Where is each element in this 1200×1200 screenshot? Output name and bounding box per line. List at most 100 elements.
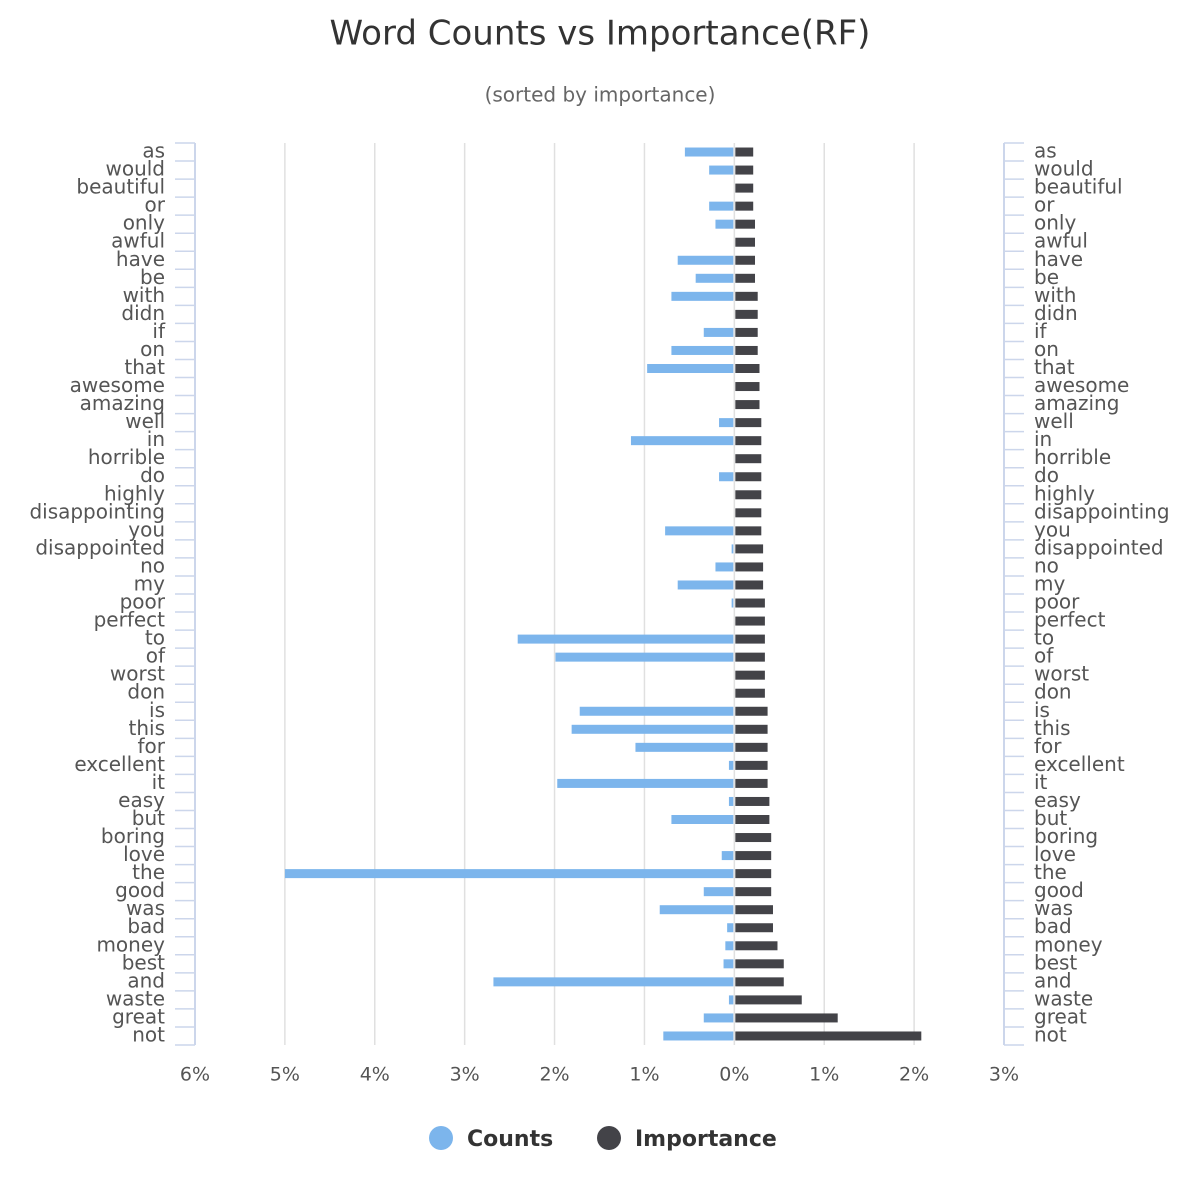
category-label: no bbox=[1034, 553, 1059, 577]
x-tick-label: 1% bbox=[809, 1064, 839, 1086]
category-label: disappointing bbox=[1034, 499, 1170, 523]
category-label: easy bbox=[1034, 788, 1081, 812]
bar bbox=[709, 165, 734, 175]
bar bbox=[735, 580, 764, 590]
category-label: or bbox=[145, 193, 166, 217]
bar bbox=[557, 778, 734, 788]
category-label: well bbox=[1034, 409, 1074, 433]
category-label: awesome bbox=[70, 373, 165, 397]
category-label: not bbox=[1034, 1022, 1067, 1046]
bar bbox=[735, 887, 772, 897]
category-label: the bbox=[1034, 860, 1067, 884]
category-label: be bbox=[1034, 265, 1059, 289]
category-label: in bbox=[1034, 427, 1052, 451]
bar bbox=[284, 869, 734, 879]
x-tick-label: 6% bbox=[180, 1064, 210, 1086]
category-label: only bbox=[123, 211, 165, 235]
bar bbox=[735, 165, 754, 175]
category-label: it bbox=[1034, 770, 1048, 794]
x-tick-label: 2% bbox=[539, 1064, 569, 1086]
bar bbox=[735, 508, 762, 518]
category-label: love bbox=[123, 842, 165, 866]
bar bbox=[735, 815, 770, 824]
bar bbox=[735, 364, 760, 373]
bar bbox=[493, 977, 734, 987]
x-tick-label: 2% bbox=[899, 1064, 929, 1086]
category-label: disappointed bbox=[35, 535, 165, 559]
category-label: awful bbox=[1034, 229, 1088, 253]
bar bbox=[703, 887, 734, 897]
category-label: perfect bbox=[1034, 608, 1106, 632]
bar bbox=[735, 959, 784, 969]
category-label: didn bbox=[1034, 301, 1078, 325]
category-label: love bbox=[1034, 842, 1076, 866]
category-label: great bbox=[1034, 1004, 1087, 1028]
category-label: best bbox=[1034, 950, 1077, 974]
category-label: boring bbox=[101, 824, 165, 848]
category-label: if bbox=[1034, 319, 1048, 343]
bar bbox=[735, 923, 773, 933]
bar bbox=[677, 255, 734, 265]
bar bbox=[715, 562, 734, 572]
chart-subtitle: (sorted by importance) bbox=[485, 83, 716, 107]
x-tick-label: 3% bbox=[450, 1064, 480, 1086]
bar bbox=[671, 815, 734, 824]
category-label: that bbox=[124, 355, 165, 379]
bar bbox=[735, 995, 802, 1005]
bar bbox=[719, 472, 734, 482]
category-label: this bbox=[1034, 716, 1071, 740]
x-tick-label: 3% bbox=[989, 1064, 1019, 1086]
bar bbox=[735, 454, 762, 464]
category-label: this bbox=[129, 716, 166, 740]
bar bbox=[728, 995, 734, 1005]
category-label: have bbox=[116, 247, 165, 271]
bar bbox=[735, 670, 765, 680]
bar bbox=[735, 526, 762, 536]
x-tick-label: 4% bbox=[360, 1064, 390, 1086]
bar bbox=[735, 905, 773, 915]
category-label: waste bbox=[106, 986, 165, 1010]
category-label: highly bbox=[104, 481, 165, 505]
category-label: poor bbox=[120, 590, 166, 614]
category-label: best bbox=[122, 950, 165, 974]
bar bbox=[671, 291, 734, 301]
category-label: good bbox=[115, 878, 165, 902]
category-label: beautiful bbox=[1034, 175, 1123, 199]
category-label: have bbox=[1034, 247, 1083, 271]
category-label: is bbox=[1034, 698, 1050, 722]
category-label: my bbox=[134, 571, 165, 595]
bar bbox=[671, 345, 734, 355]
legend-label: Importance bbox=[635, 1127, 777, 1152]
category-label: if bbox=[152, 319, 166, 343]
category-label: as bbox=[142, 139, 165, 163]
bar bbox=[735, 490, 762, 500]
category-label: it bbox=[152, 770, 166, 794]
bar bbox=[735, 418, 762, 428]
category-label: but bbox=[132, 806, 165, 830]
bar bbox=[703, 327, 734, 337]
bar bbox=[677, 580, 734, 590]
bar bbox=[735, 309, 758, 319]
category-label: amazing bbox=[1034, 391, 1119, 415]
category-label: don bbox=[127, 680, 165, 704]
bar bbox=[728, 796, 734, 806]
bar bbox=[735, 291, 758, 301]
bar bbox=[735, 255, 756, 265]
category-label: great bbox=[112, 1004, 165, 1028]
bar bbox=[665, 526, 734, 536]
bar bbox=[635, 742, 734, 752]
category-label: for bbox=[1034, 734, 1062, 758]
category-label: no bbox=[140, 553, 165, 577]
category-label: highly bbox=[1034, 481, 1095, 505]
bar bbox=[684, 147, 734, 157]
bar bbox=[735, 201, 754, 211]
category-label: would bbox=[1034, 157, 1094, 181]
bar bbox=[735, 833, 772, 843]
category-label: my bbox=[1034, 571, 1065, 595]
bar bbox=[735, 652, 765, 662]
category-label: not bbox=[132, 1022, 165, 1046]
bar bbox=[735, 616, 765, 626]
bar bbox=[571, 724, 734, 734]
bar bbox=[728, 760, 734, 770]
